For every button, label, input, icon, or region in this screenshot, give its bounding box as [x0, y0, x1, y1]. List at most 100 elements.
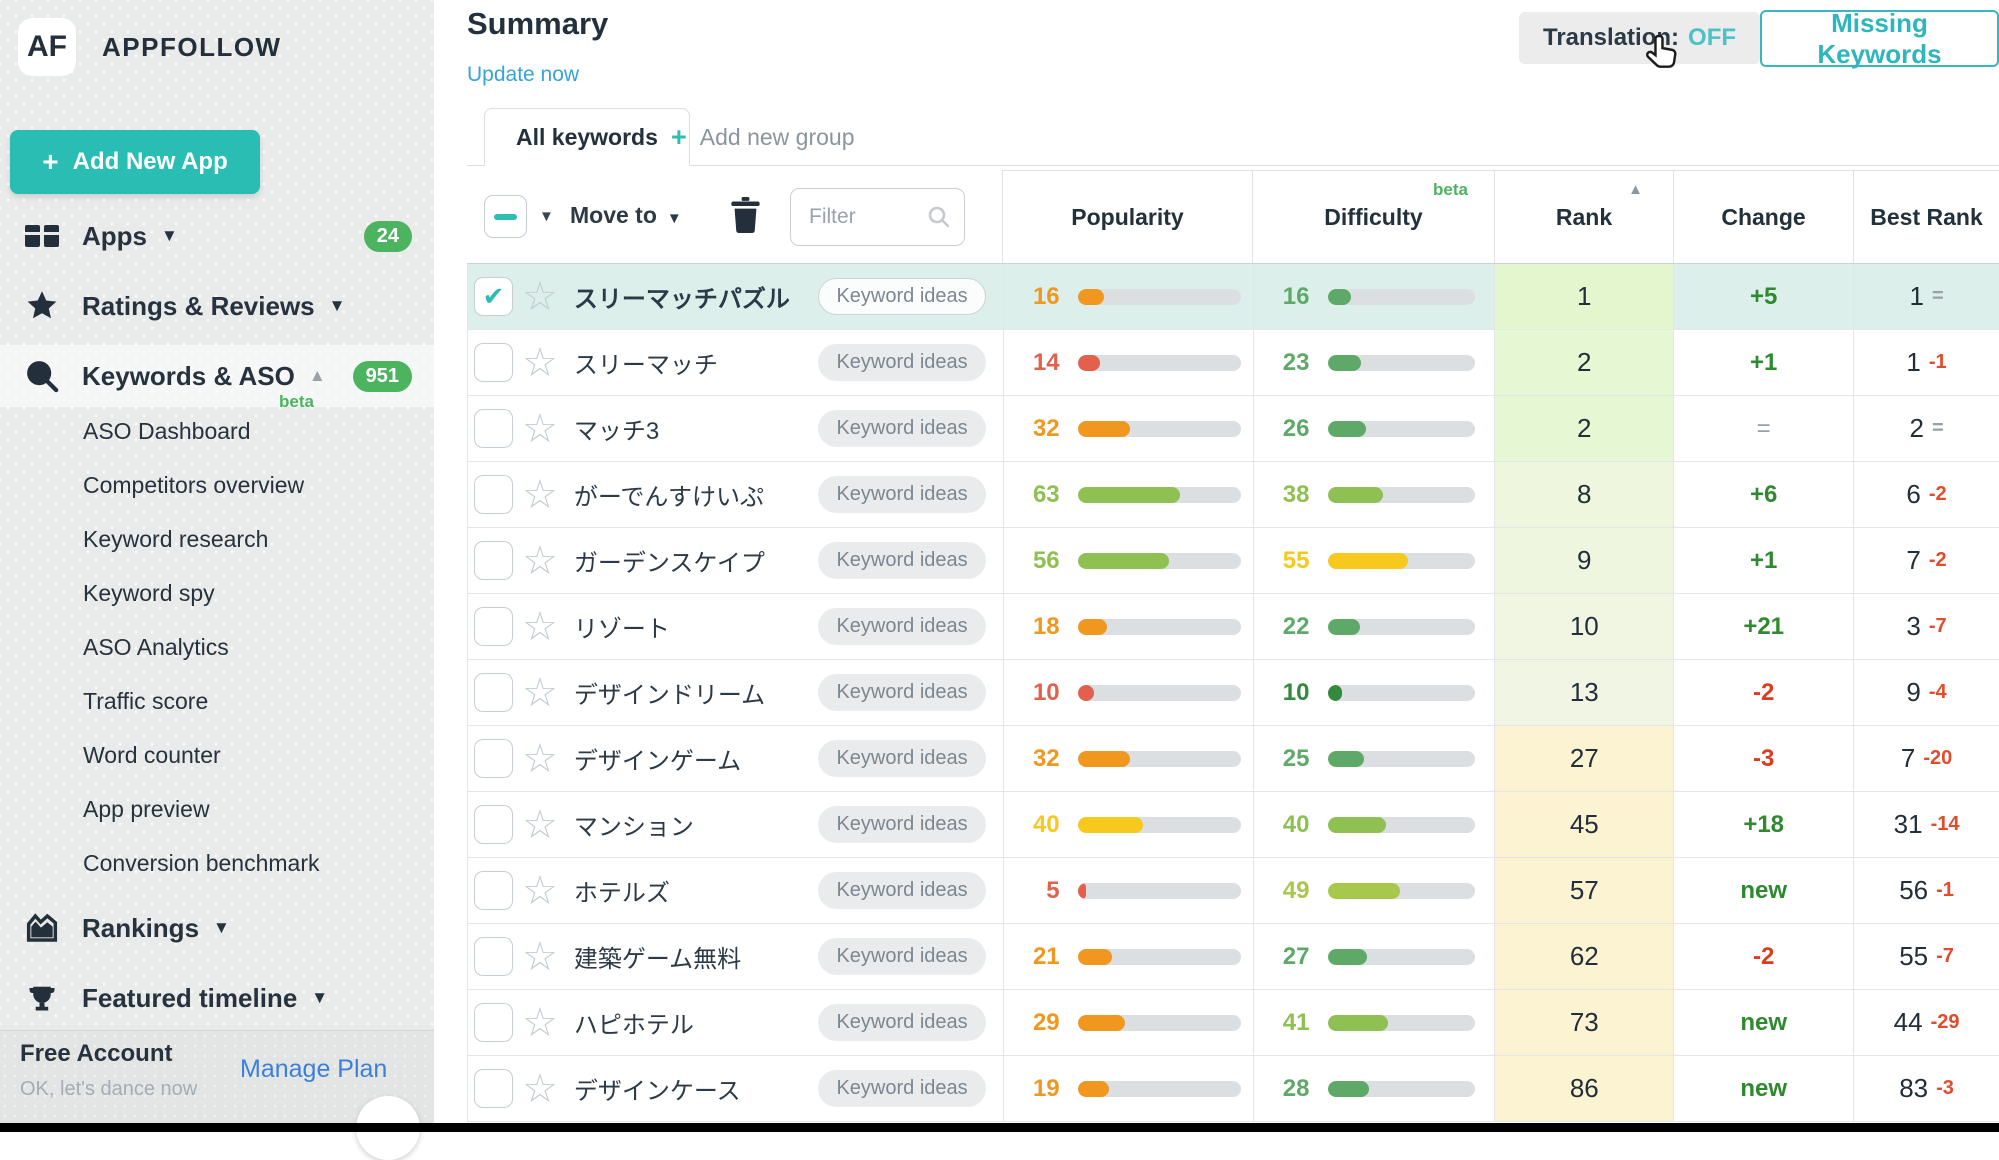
sidebar-item-keyword-spy[interactable]: Keyword spy — [0, 566, 434, 620]
table-row[interactable]: ☆ 建築ゲーム無料 Keyword ideas 21 27 62 -2 55 -7 — [468, 924, 1999, 990]
table-row[interactable]: ☆ デザインドリーム Keyword ideas 10 10 13 -2 9 -4 — [468, 660, 1999, 726]
translation-toggle-button[interactable]: Translation: OFF — [1519, 12, 1761, 64]
table-row[interactable]: ☆ ホテルズ Keyword ideas 5 49 57 new 56 -1 — [468, 858, 1999, 924]
best-rank-value: 56 — [1899, 875, 1929, 905]
table-row[interactable]: ☆ マッチ3 Keyword ideas 32 26 2 = 2 = — [468, 396, 1999, 462]
row-checkbox[interactable] — [474, 673, 513, 712]
row-checkbox[interactable] — [474, 409, 513, 448]
sidebar-item-ratings-reviews[interactable]: Ratings & Reviews ▼ — [0, 275, 434, 337]
search-icon — [22, 359, 62, 393]
star-icon[interactable]: ☆ — [522, 604, 558, 649]
sidebar-item-aso-dashboard[interactable]: ASO Dashboard beta — [0, 392, 434, 458]
keyword-ideas-tag[interactable]: Keyword ideas — [818, 278, 986, 315]
star-icon[interactable]: ☆ — [522, 538, 558, 583]
keyword-text: デザインドリーム — [573, 682, 766, 709]
add-new-app-button[interactable]: + Add New App — [10, 130, 260, 194]
app-logo[interactable]: AF APPFOLLOW — [18, 18, 282, 76]
star-icon[interactable]: ☆ — [522, 1066, 558, 1111]
keyword-ideas-tag[interactable]: Keyword ideas — [818, 344, 986, 381]
star-icon[interactable]: ☆ — [522, 1000, 558, 1045]
sidebar-item-conversion-benchmark[interactable]: Conversion benchmark — [0, 836, 434, 890]
column-header-popularity[interactable]: Popularity — [1002, 170, 1252, 263]
sidebar-item-word-counter[interactable]: Word counter — [0, 728, 434, 782]
keyword-ideas-tag[interactable]: Keyword ideas — [818, 608, 986, 645]
row-checkbox[interactable] — [474, 343, 513, 382]
star-icon[interactable]: ☆ — [522, 802, 558, 847]
difficulty-value: 38 — [1282, 480, 1310, 508]
popularity-bar-fill — [1077, 1014, 1125, 1031]
row-checkbox[interactable] — [474, 937, 513, 976]
sidebar-item-rankings[interactable]: Rankings ▼ — [0, 897, 434, 959]
sidebar-item-aso-analytics[interactable]: ASO Analytics — [0, 620, 434, 674]
star-icon[interactable]: ☆ — [522, 934, 558, 979]
keyword-ideas-tag[interactable]: Keyword ideas — [818, 476, 986, 513]
column-header-best-rank[interactable]: Best Rank — [1853, 170, 1999, 263]
star-icon[interactable]: ☆ — [522, 670, 558, 715]
update-now-link[interactable]: Update now — [467, 63, 580, 86]
row-checkbox[interactable] — [474, 739, 513, 778]
sidebar-item-keyword-research[interactable]: Keyword research — [0, 512, 434, 566]
star-icon[interactable]: ☆ — [522, 406, 558, 451]
table-row[interactable]: ☆ マンション Keyword ideas 40 40 45 +18 31 -14 — [468, 792, 1999, 858]
select-dropdown-caret[interactable]: ▼ — [539, 208, 554, 225]
keyword-ideas-tag[interactable]: Keyword ideas — [818, 740, 986, 777]
row-checkbox[interactable] — [474, 805, 513, 844]
sidebar-item-apps[interactable]: Apps ▼ 24 — [0, 205, 434, 267]
star-icon[interactable]: ☆ — [522, 472, 558, 517]
manage-plan-link[interactable]: Manage Plan — [240, 1055, 388, 1083]
move-to-button[interactable]: Move to ▼ — [570, 202, 682, 229]
delete-button[interactable] — [730, 197, 761, 236]
column-header-rank[interactable]: Rank ▲ — [1494, 170, 1673, 263]
table-row[interactable]: ☆ スリーマッチ Keyword ideas 14 23 2 +1 1 -1 — [468, 330, 1999, 396]
row-checkbox[interactable] — [474, 607, 513, 646]
table-row[interactable]: ✔ ☆ スリーマッチパズル Keyword ideas 16 16 1 +5 1 = — [468, 264, 1999, 330]
keyword-ideas-tag[interactable]: Keyword ideas — [818, 938, 986, 975]
popularity-bar — [1077, 288, 1241, 305]
difficulty-value: 10 — [1282, 678, 1310, 706]
table-row[interactable]: ☆ リゾート Keyword ideas 18 22 10 +21 3 -7 — [468, 594, 1999, 660]
change-value: = — [1756, 414, 1771, 442]
column-header-difficulty[interactable]: Difficulty beta — [1252, 170, 1494, 263]
table-row[interactable]: ☆ デザインケース Keyword ideas 19 28 86 new 83 -3 — [468, 1056, 1999, 1122]
keyword-text: ホテルズ — [573, 880, 670, 907]
sidebar-item-traffic-score[interactable]: Traffic score — [0, 674, 434, 728]
star-icon[interactable]: ☆ — [522, 274, 558, 319]
row-checkbox[interactable] — [474, 475, 513, 514]
row-checkbox[interactable] — [474, 1003, 513, 1042]
sidebar-item-competitors-overview[interactable]: Competitors overview — [0, 458, 434, 512]
keyword-ideas-tag[interactable]: Keyword ideas — [818, 542, 986, 579]
keyword-ideas-tag[interactable]: Keyword ideas — [818, 872, 986, 909]
sidebar-item-featured-timeline[interactable]: Featured timeline ▼ — [0, 967, 434, 1029]
sidebar-item-app-preview[interactable]: App preview — [0, 782, 434, 836]
difficulty-bar — [1327, 420, 1475, 437]
table-row[interactable]: ☆ ガーデンスケイプ Keyword ideas 56 55 9 +1 7 -2 — [468, 528, 1999, 594]
add-new-group-button[interactable]: + Add new group — [671, 109, 855, 166]
keyword-ideas-tag[interactable]: Keyword ideas — [818, 674, 986, 711]
keyword-ideas-tag[interactable]: Keyword ideas — [818, 806, 986, 843]
filter-input[interactable] — [790, 188, 965, 246]
sidebar: AF APPFOLLOW + Add New App Apps ▼ 24 Rat… — [0, 0, 434, 1160]
keyword-ideas-tag[interactable]: Keyword ideas — [818, 410, 986, 447]
table-row[interactable]: ☆ デザインゲーム Keyword ideas 32 25 27 -3 7 -20 — [468, 726, 1999, 792]
row-checkbox[interactable]: ✔ — [474, 277, 513, 316]
star-icon[interactable]: ☆ — [522, 340, 558, 385]
column-header-change[interactable]: Change — [1673, 170, 1853, 263]
keyword-ideas-tag[interactable]: Keyword ideas — [818, 1070, 986, 1107]
bottom-bar — [0, 1123, 1999, 1132]
row-checkbox[interactable] — [474, 871, 513, 910]
missing-keywords-button[interactable]: Missing Keywords — [1760, 8, 1999, 69]
star-icon[interactable]: ☆ — [522, 736, 558, 781]
table-row[interactable]: ☆ がーでんすけいぷ Keyword ideas 63 38 8 +6 6 -2 — [468, 462, 1999, 528]
tab-all-keywords[interactable]: All keywords — [484, 108, 690, 166]
table-row[interactable]: ☆ ハピホテル Keyword ideas 29 41 73 new 44 -29 — [468, 990, 1999, 1056]
keyword-ideas-tag[interactable]: Keyword ideas — [818, 1004, 986, 1041]
popularity-cell: 63 — [1002, 462, 1253, 527]
row-checkbox[interactable] — [474, 1069, 513, 1108]
sidebar-item-keywords-aso[interactable]: Keywords & ASO ▲ 951 — [0, 345, 434, 407]
chevron-down-icon: ▼ — [161, 226, 178, 245]
star-icon[interactable]: ☆ — [522, 868, 558, 913]
select-all-checkbox[interactable] — [484, 195, 527, 238]
row-checkbox[interactable] — [474, 541, 513, 580]
best-rank-cell: 55 -7 — [1853, 924, 1999, 989]
popularity-bar-fill — [1077, 948, 1112, 965]
